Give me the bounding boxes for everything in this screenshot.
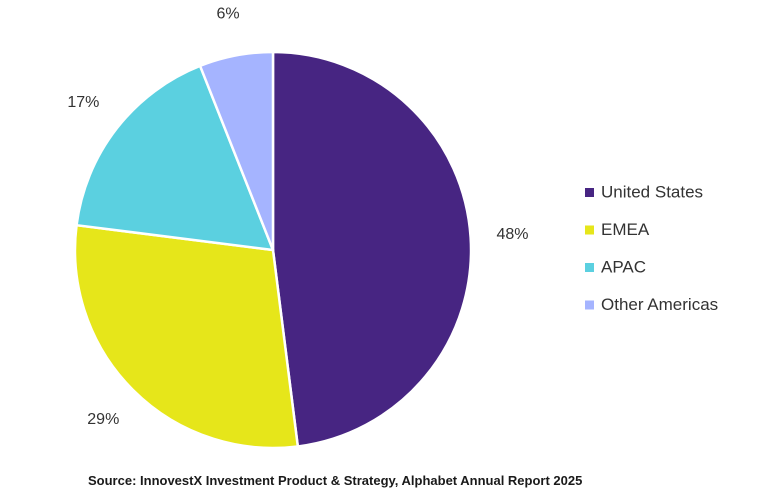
- pie-slice-emea: [73, 223, 300, 450]
- pie-slice-united-states: [271, 50, 473, 448]
- legend-swatch-emea: [585, 225, 594, 235]
- pie-slice-apac: [75, 64, 275, 252]
- legend-label-other-americas: Other Americas: [601, 295, 718, 314]
- slice-label-apac: 17%: [67, 94, 99, 111]
- legend-label-emea: EMEA: [601, 220, 650, 239]
- slice-label-other-americas: 6%: [216, 6, 239, 23]
- pie-slice-other-americas: [198, 50, 275, 252]
- legend-swatch-apac: [585, 263, 594, 272]
- legend-swatch-united-states: [585, 188, 594, 197]
- legend-swatch-other-americas: [585, 300, 594, 310]
- legend-label-apac: APAC: [601, 257, 646, 276]
- pie-slices: [73, 50, 473, 450]
- chart-legend: United States EMEA APAC Other Americas: [585, 182, 718, 314]
- legend-label-united-states: United States: [601, 182, 703, 201]
- pie-slice-labels: 48% 29% 17% 6%: [67, 6, 528, 428]
- slice-label-united-states: 48%: [496, 226, 528, 243]
- slice-label-emea: 29%: [87, 411, 119, 428]
- source-note: Source: InnovestX Investment Product & S…: [88, 473, 582, 488]
